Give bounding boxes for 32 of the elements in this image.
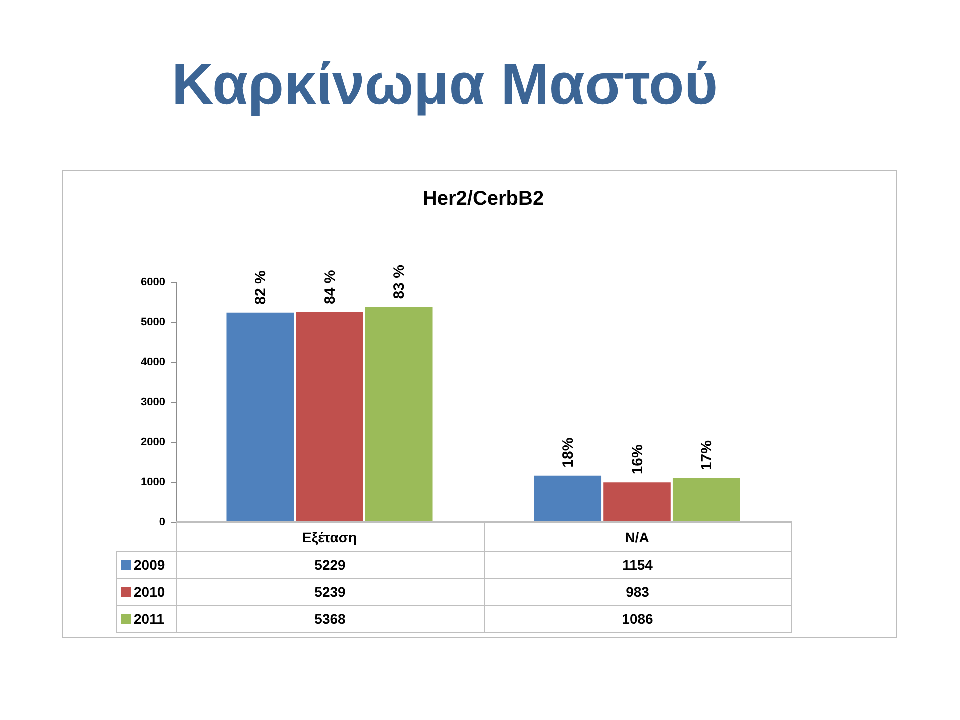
- x-tick-label: N/A: [625, 530, 650, 546]
- annotation: 17%: [698, 440, 716, 471]
- y-tick-label: 3000: [141, 396, 166, 408]
- chart-subtitle: Her2/CerbB2: [422, 188, 544, 210]
- data-label: 1154: [484, 552, 792, 578]
- data-label: 1086: [484, 606, 792, 632]
- bar: [296, 312, 364, 522]
- legend-label: 2010: [116, 578, 176, 606]
- data-label: 5229: [176, 552, 484, 578]
- legend-label: 2009: [116, 552, 176, 578]
- bar: [534, 476, 602, 522]
- x-tick-label: Εξέταση: [302, 530, 357, 546]
- bar: [365, 307, 433, 522]
- annotation: 16%: [629, 444, 646, 475]
- bar: [604, 482, 671, 522]
- bar: [226, 312, 294, 522]
- y-tick-label: 0: [159, 516, 166, 528]
- annotation: 18%: [560, 438, 577, 468]
- annotation: 84 %: [322, 270, 339, 304]
- y-tick-label: 4000: [141, 356, 166, 368]
- annotation: 82 %: [252, 270, 270, 305]
- legend-label: 2011: [116, 606, 176, 632]
- y-tick-label: 5000: [141, 316, 166, 328]
- y-tick-label: 2000: [141, 436, 166, 448]
- y-tick-label: 6000: [141, 276, 166, 288]
- data-label: 5239: [176, 578, 484, 606]
- data-label: 983: [484, 578, 792, 606]
- data-label: 5368: [176, 606, 484, 632]
- chart-title: Καρκίνωμα Μαστού: [172, 51, 718, 119]
- y-tick-label: 1000: [141, 476, 166, 488]
- annotation: 83 %: [391, 265, 408, 300]
- bar: [672, 478, 740, 522]
